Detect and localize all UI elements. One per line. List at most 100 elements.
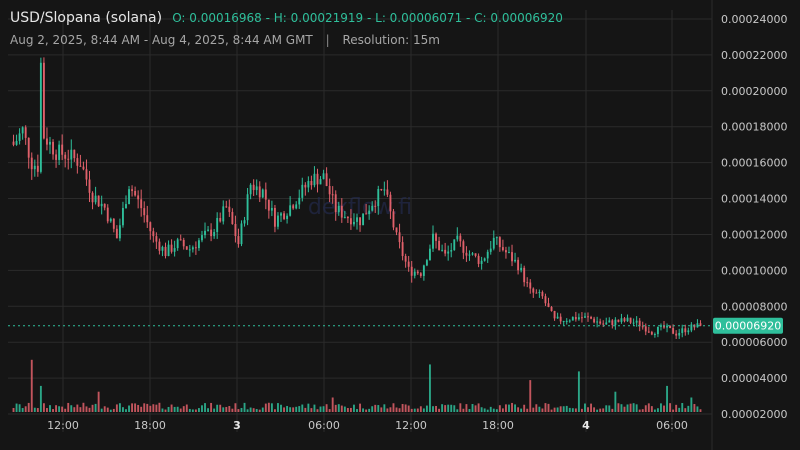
volume-bar xyxy=(15,403,18,412)
candle-body xyxy=(401,242,404,257)
volume-bar xyxy=(404,404,407,412)
candle-body xyxy=(678,332,681,336)
candle-body xyxy=(234,224,237,237)
volume-bar xyxy=(389,407,392,412)
candle-body xyxy=(419,273,422,276)
volume-bar xyxy=(425,405,428,412)
candle-body xyxy=(349,218,352,225)
volume-bar xyxy=(620,404,623,412)
candle-body xyxy=(131,189,134,191)
volume-bar xyxy=(310,408,313,412)
candle-body xyxy=(85,169,88,180)
volume-bar xyxy=(483,408,486,412)
volume-bar xyxy=(316,409,319,412)
candle-body xyxy=(407,261,410,267)
candle-body xyxy=(155,236,158,242)
candle-body xyxy=(204,230,206,236)
candle-body xyxy=(197,240,200,249)
candle-body xyxy=(635,320,638,323)
volume-bar xyxy=(39,385,42,412)
volume-bar xyxy=(553,407,556,412)
candle-body xyxy=(596,321,599,323)
candle-body xyxy=(416,271,419,274)
candle-body xyxy=(337,205,340,213)
volume-bar xyxy=(125,409,127,412)
x-tick-label: 4 xyxy=(582,419,590,432)
volume-bar xyxy=(258,409,261,412)
candle-body xyxy=(158,241,161,251)
volume-bar xyxy=(115,404,118,412)
volume-bar xyxy=(687,405,690,412)
volume-bar xyxy=(58,406,61,412)
candle-body xyxy=(690,324,693,331)
candle-body xyxy=(346,216,349,219)
volume-bar xyxy=(550,409,553,412)
candle-body xyxy=(425,260,428,266)
candle-body xyxy=(149,222,152,232)
candle-body xyxy=(161,246,164,251)
candle-body xyxy=(599,321,602,324)
candle-body xyxy=(450,250,453,252)
candle-body xyxy=(608,320,611,323)
last-price-badge xyxy=(713,317,783,334)
candle-body xyxy=(52,141,54,155)
volume-bar xyxy=(109,409,112,412)
volume-bar xyxy=(313,404,316,412)
candle-body xyxy=(374,205,377,207)
volume-bar xyxy=(61,406,64,412)
volume-bar xyxy=(556,407,559,412)
candle-body xyxy=(602,323,605,325)
x-tick-label: 06:00 xyxy=(656,419,688,432)
candle-body xyxy=(574,317,577,320)
volume-bar xyxy=(73,407,76,412)
y-tick-label: 0.00022000 xyxy=(721,49,787,62)
candle-body xyxy=(39,62,42,172)
candle-body xyxy=(137,195,140,200)
volume-bar xyxy=(544,403,547,412)
volume-bar xyxy=(24,406,27,412)
candle-body xyxy=(565,320,568,322)
candle-body xyxy=(626,317,629,322)
candle-body xyxy=(91,192,94,203)
candle-body xyxy=(313,173,316,186)
candle-body xyxy=(614,319,617,326)
candle-body xyxy=(182,239,185,247)
candle-body xyxy=(462,241,465,253)
candle-body xyxy=(505,250,507,253)
volume-bar xyxy=(587,407,589,412)
candle-body xyxy=(653,334,656,336)
volume-bar xyxy=(103,406,106,412)
volume-bar xyxy=(565,405,568,412)
candle-body xyxy=(492,237,495,249)
volume-bar xyxy=(669,403,672,412)
candle-body xyxy=(298,197,301,205)
volume-bar xyxy=(179,408,182,412)
candle-body xyxy=(55,154,58,160)
candle-body xyxy=(191,247,194,250)
volume-bar xyxy=(167,406,170,412)
volume-bar xyxy=(517,407,520,412)
last-price-label: 0.00006920 xyxy=(715,320,781,333)
volume-bar xyxy=(240,407,243,412)
y-tick-label: 0.00024000 xyxy=(721,13,787,26)
volume-bar xyxy=(580,408,583,412)
volume-bar xyxy=(128,405,130,412)
candle-body xyxy=(343,216,346,218)
volume-bar xyxy=(334,404,337,412)
volume-bar xyxy=(106,407,109,412)
candle-body xyxy=(663,325,665,328)
volume-bar xyxy=(112,408,115,412)
volume-bar xyxy=(286,405,289,412)
candle-body xyxy=(109,218,112,222)
candle-body xyxy=(629,317,632,323)
candle-body xyxy=(267,199,270,211)
candle-body xyxy=(377,189,380,207)
volume-bar xyxy=(571,408,574,412)
volume-bar xyxy=(477,403,480,412)
volume-bar xyxy=(273,409,276,412)
candle-body xyxy=(231,211,234,225)
volume-bar xyxy=(155,404,158,412)
volume-bar xyxy=(663,405,665,412)
volume-bar xyxy=(55,405,58,412)
x-tick-label: 3 xyxy=(233,419,241,432)
